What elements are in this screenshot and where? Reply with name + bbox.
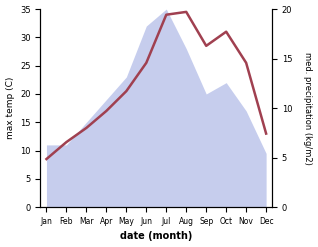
- X-axis label: date (month): date (month): [120, 231, 192, 242]
- Y-axis label: med. precipitation (kg/m2): med. precipitation (kg/m2): [303, 52, 313, 165]
- Y-axis label: max temp (C): max temp (C): [5, 77, 15, 139]
